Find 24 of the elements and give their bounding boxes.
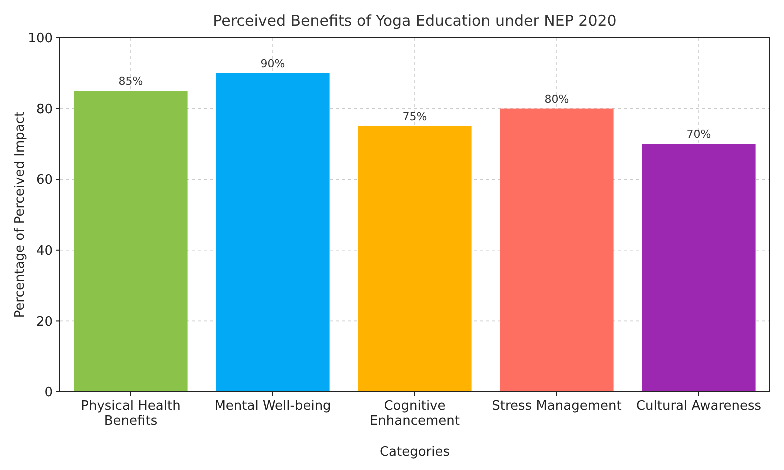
y-tick-label: 40	[36, 244, 53, 259]
x-tick-label: Mental Well-being	[214, 399, 332, 414]
bar	[74, 91, 188, 392]
x-tick-label: Cultural Awareness	[636, 399, 762, 414]
y-tick-label: 80	[36, 102, 53, 118]
data-label: 80%	[544, 92, 570, 106]
y-tick-label: 20	[36, 314, 53, 330]
data-label: 75%	[402, 110, 428, 124]
data-label: 85%	[118, 75, 144, 88]
bar	[358, 126, 472, 392]
bar	[216, 73, 330, 392]
y-axis-title: Percentage of Perceived Impact	[13, 112, 28, 318]
data-label: 70%	[686, 128, 712, 142]
bar	[642, 144, 756, 392]
x-tick-label: Stress Management	[492, 399, 622, 414]
bar	[500, 108, 614, 392]
y-tick-label: 0	[44, 386, 53, 401]
y-tick-label: 60	[36, 173, 53, 188]
data-label: 90%	[260, 57, 286, 70]
x-tick-label: Cognitive Enhancement	[370, 399, 460, 429]
y-tick-label: 100	[28, 32, 53, 47]
x-axis-title: Categories	[380, 445, 450, 460]
chart-title: Perceived Benefits of Yoga Education under NEP 2020	[213, 12, 617, 30]
x-tick-label: Physical Health Benefits	[81, 399, 181, 429]
